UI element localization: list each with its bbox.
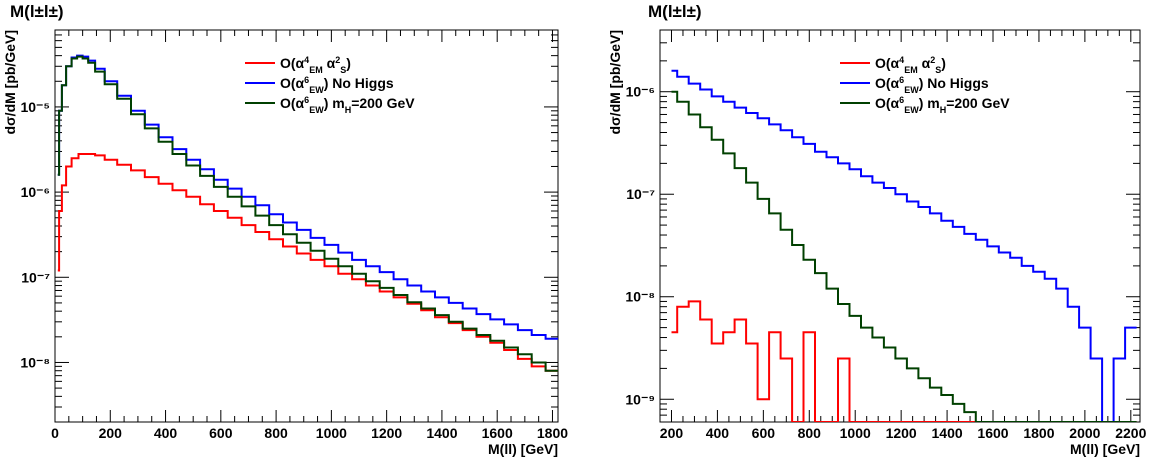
x-tick-label: 1000: [316, 425, 347, 441]
x-tick-label: 2200: [1115, 425, 1146, 441]
y-tick-label: 10⁻⁸: [20, 354, 50, 370]
legend-entry: O(α6EW) No Higgs: [280, 75, 394, 95]
series-line: [57, 55, 558, 372]
x-tick-label: 2000: [1069, 425, 1100, 441]
chart-title: M(l±l±): [648, 2, 702, 21]
y-tick-label: 10⁻⁷: [626, 186, 655, 202]
y-axis-label: dσ/dM [pb/GeV]: [607, 30, 623, 134]
chart-title: M(l±l±): [10, 2, 64, 21]
y-tick-label: 10⁻⁶: [626, 84, 655, 100]
x-axis-label: M(ll) [GeV]: [1070, 441, 1140, 457]
x-tick-label: 1600: [977, 425, 1008, 441]
x-tick-label: 0: [51, 425, 59, 441]
x-tick-label: 1800: [537, 425, 568, 441]
legend-entry: O(α6EW) mH=200 GeV: [280, 95, 415, 115]
x-tick-label: 800: [264, 425, 288, 441]
chart-panel-left: M(l±l±) 0 200 400 600 800 1000 1200 1400 1600 180…: [0, 0, 580, 459]
legend-entry: O(α6EW) No Higgs: [875, 75, 989, 95]
plot-frame: [659, 29, 1141, 423]
series-line: [671, 90, 1137, 422]
y-tick-label: 10⁻⁹: [625, 391, 655, 407]
x-tick-label: 1400: [426, 425, 457, 441]
x-tick-label: 1400: [932, 425, 963, 441]
x-tick-label: 200: [660, 425, 684, 441]
x-tick-label: 1000: [840, 425, 871, 441]
x-tick-label: 600: [209, 425, 233, 441]
y-tick-label: 10⁻⁶: [21, 184, 50, 200]
series-line: [57, 153, 558, 372]
series-line: [671, 69, 1137, 422]
x-tick-label: 1200: [886, 425, 917, 441]
chart-panel-right: M(l±l±) 200 400 600 800 1000 1200 1400 1600 1800…: [580, 0, 1160, 459]
series-line: [671, 300, 1137, 422]
x-tick-label: 600: [752, 425, 776, 441]
chart-left: 0 200 400 600 800 1000 1200 1400 1600 1800 10⁻⁸ 10⁻…: [2, 29, 568, 457]
chart-right: 200 400 600 800 1000 1200 1400 1600 1800 2000 2200…: [607, 29, 1147, 457]
x-axis-label: M(ll) [GeV]: [488, 441, 558, 457]
x-tick-label: 1600: [482, 425, 513, 441]
y-axis-label: dσ/dM [pb/GeV]: [2, 30, 18, 134]
x-tick-label: 400: [154, 425, 178, 441]
x-tick-label: 400: [706, 425, 730, 441]
plot-frame: [54, 29, 559, 423]
x-tick-label: 200: [99, 425, 123, 441]
y-tick-label: 10⁻⁷: [21, 269, 50, 285]
x-tick-label: 1800: [1023, 425, 1054, 441]
legend-entry: O(α6EW) mH=200 GeV: [875, 95, 1010, 115]
x-tick-label: 800: [798, 425, 822, 441]
y-tick-label: 10⁻⁸: [625, 289, 655, 305]
x-tick-label: 1200: [371, 425, 402, 441]
legend-entry: O(α4EM α2S): [280, 55, 351, 75]
y-tick-label: 10⁻⁵: [20, 99, 50, 115]
legend-entry: O(α4EM α2S): [875, 55, 946, 75]
